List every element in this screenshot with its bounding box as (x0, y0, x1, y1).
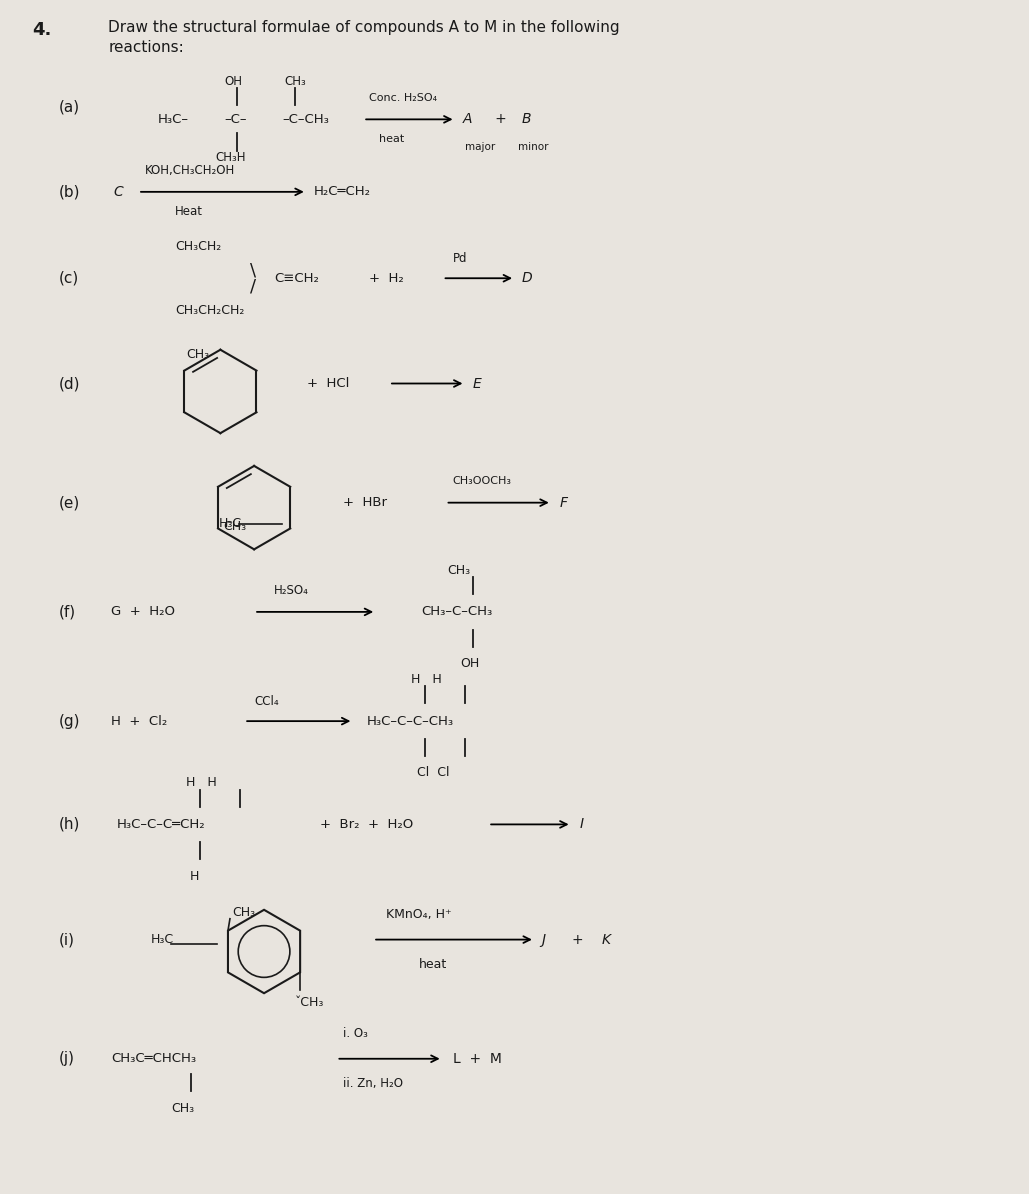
Text: –C–: –C– (224, 113, 247, 125)
Text: /: / (250, 277, 256, 295)
Text: (d): (d) (59, 376, 80, 390)
Text: CH₃: CH₃ (223, 521, 246, 533)
Text: Heat: Heat (175, 205, 203, 219)
Text: H   H: H H (411, 673, 441, 685)
Text: I: I (579, 818, 583, 831)
Text: D: D (522, 271, 533, 285)
Text: H: H (189, 869, 199, 882)
Text: OH: OH (224, 75, 243, 88)
Text: Pd: Pd (453, 252, 467, 265)
Text: H₃C: H₃C (151, 933, 174, 946)
Text: CH₃C═CHCH₃: CH₃C═CHCH₃ (111, 1052, 197, 1065)
Text: CH₃: CH₃ (171, 1102, 193, 1115)
Text: –C–CH₃: –C–CH₃ (282, 113, 329, 125)
Text: H₃C–C–C–CH₃: H₃C–C–C–CH₃ (367, 715, 455, 727)
Text: KMnO₄, H⁺: KMnO₄, H⁺ (386, 909, 452, 922)
Text: F: F (560, 496, 568, 510)
Text: (j): (j) (59, 1051, 75, 1066)
Text: KOH,CH₃CH₂OH: KOH,CH₃CH₂OH (145, 164, 236, 177)
Text: CH₃H: CH₃H (215, 150, 246, 164)
Text: H  +  Cl₂: H + Cl₂ (111, 715, 168, 727)
Text: minor: minor (518, 142, 548, 152)
Text: B: B (522, 112, 531, 127)
Text: CH₃: CH₃ (186, 349, 210, 362)
Text: C: C (113, 185, 123, 199)
Text: +: + (571, 933, 583, 947)
Text: (b): (b) (59, 184, 80, 199)
Text: CH₃–C–CH₃: CH₃–C–CH₃ (421, 605, 492, 618)
Text: OH: OH (460, 657, 480, 670)
Text: 4.: 4. (32, 21, 51, 39)
Text: Draw the structural formulae of compounds A to M in the following: Draw the structural formulae of compound… (108, 20, 619, 35)
Text: C≡CH₂: C≡CH₂ (274, 272, 319, 284)
Text: A: A (462, 112, 472, 127)
Text: (i): (i) (59, 933, 75, 947)
Text: L  +  M: L + M (453, 1052, 501, 1066)
Text: H   H: H H (185, 776, 216, 789)
Text: reactions:: reactions: (108, 39, 184, 55)
Text: CH₃CH₂CH₂: CH₃CH₂CH₂ (175, 303, 244, 316)
Text: Cl  Cl: Cl Cl (417, 767, 450, 780)
Text: +: + (483, 112, 507, 127)
Text: H₃C–: H₃C– (157, 113, 189, 125)
Text: heat: heat (419, 958, 447, 971)
Text: CH₃: CH₃ (448, 564, 470, 577)
Text: ˇCH₃: ˇCH₃ (295, 996, 324, 1009)
Text: +  Br₂  +  H₂O: + Br₂ + H₂O (320, 818, 413, 831)
Text: J: J (542, 933, 546, 947)
Text: CH₃: CH₃ (232, 906, 255, 919)
Text: CH₃OOCH₃: CH₃OOCH₃ (453, 476, 511, 486)
Text: CH₃CH₂: CH₃CH₂ (175, 240, 221, 253)
Text: \: \ (250, 261, 256, 279)
Text: H₂SO₄: H₂SO₄ (274, 584, 309, 597)
Text: ii. Zn, H₂O: ii. Zn, H₂O (344, 1077, 403, 1090)
Text: i. O₃: i. O₃ (344, 1027, 368, 1040)
Text: heat: heat (379, 134, 404, 144)
Text: H₂C═CH₂: H₂C═CH₂ (314, 185, 370, 198)
Text: (c): (c) (59, 271, 79, 285)
Text: +  H₂: + H₂ (369, 272, 404, 284)
Text: G  +  H₂O: G + H₂O (111, 605, 175, 618)
Text: +  HCl: + HCl (307, 377, 349, 390)
Text: (a): (a) (59, 100, 80, 115)
Text: H₃C–C–C═CH₂: H₃C–C–C═CH₂ (116, 818, 205, 831)
Text: Conc. H₂SO₄: Conc. H₂SO₄ (369, 92, 437, 103)
Text: CCl₄: CCl₄ (254, 695, 279, 708)
Text: (f): (f) (59, 604, 76, 620)
Text: K: K (601, 933, 610, 947)
Text: CH₃: CH₃ (285, 75, 307, 88)
Text: (e): (e) (59, 496, 80, 510)
Text: (g): (g) (59, 714, 80, 728)
Text: E: E (472, 376, 482, 390)
Text: (h): (h) (59, 817, 80, 832)
Text: H₃C: H₃C (219, 517, 242, 530)
Text: +  HBr: + HBr (344, 497, 387, 509)
Text: major: major (465, 142, 496, 152)
